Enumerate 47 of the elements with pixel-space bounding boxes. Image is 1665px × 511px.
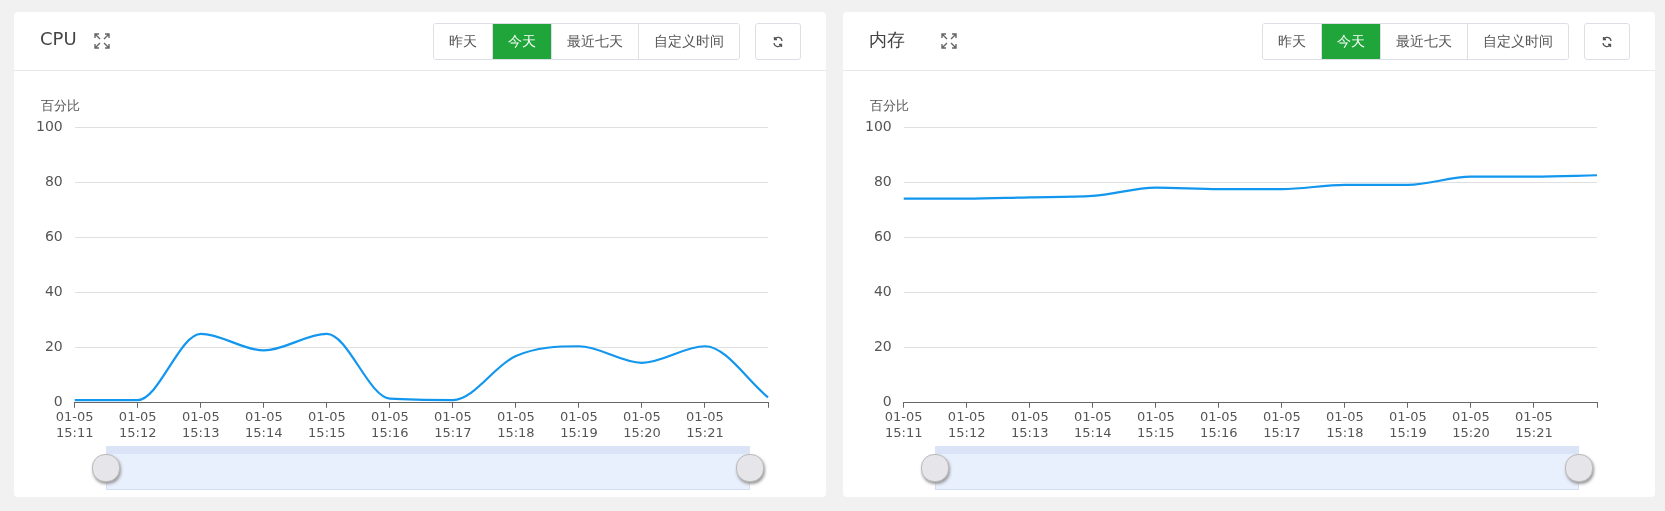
x-tick-label: 01-05 15:20 [623, 408, 661, 440]
x-tick-label: 01-05 15:15 [1136, 408, 1175, 440]
y-tick-label: 40 [873, 283, 892, 300]
y-tick-label: 0 [53, 393, 63, 410]
line-series [902, 174, 1599, 200]
text: 自定义时间 [1467, 24, 1568, 59]
x-tick-label: 01-05 15:15 [307, 408, 346, 440]
y-tick-label: 40 [44, 283, 63, 300]
x-tick-label: 01-05 15:14 [244, 408, 283, 440]
x-tick-label: 01-05 15:17 [1262, 408, 1301, 440]
y-tick-label: 20 [44, 338, 63, 355]
text: 最近七天 [1380, 24, 1467, 59]
x-tick-label: 01-05 15:18 [497, 408, 535, 440]
chart-title: 内存 [869, 28, 905, 52]
text: 自定义时间 [638, 24, 739, 59]
x-tick-label: 01-05 15:20 [1452, 408, 1490, 440]
text: 昨天 [1263, 24, 1321, 59]
y-tick-label: 20 [873, 338, 892, 355]
x-tick-label: 01-05 15:14 [1073, 408, 1112, 440]
x-tick-label: 01-05 15:19 [1389, 408, 1427, 440]
y-tick-label: 80 [873, 172, 892, 189]
x-tick-label: 01-05 15:11 [884, 408, 923, 440]
y-axis-title: 百分比 [40, 97, 80, 113]
text: 今天 [492, 24, 551, 59]
y-tick-label: 60 [873, 227, 892, 244]
x-tick-label: 01-05 15:12 [118, 408, 157, 440]
x-tick-label: 01-05 15:13 [181, 408, 220, 440]
text: 最近七天 [551, 24, 638, 59]
x-tick-label: 01-05 15:21 [686, 408, 724, 440]
x-tick-label: 01-05 15:16 [370, 408, 409, 440]
x-tick-label: 01-05 15:12 [947, 408, 986, 440]
x-tick-label: 01-05 15:17 [433, 408, 472, 440]
text: 今天 [1321, 24, 1380, 59]
y-tick-label: 80 [44, 172, 63, 189]
y-axis-title: 百分比 [869, 97, 909, 113]
y-tick-label: 60 [44, 227, 63, 244]
x-tick-label: 01-05 15:18 [1326, 408, 1364, 440]
text: 昨天 [434, 24, 492, 59]
x-tick-label: 01-05 15:16 [1199, 408, 1238, 440]
chart-title: CPU [40, 28, 77, 49]
y-tick-label: 100 [35, 117, 63, 134]
x-tick-label: 01-05 15:11 [55, 408, 94, 440]
y-tick-label: 100 [864, 117, 892, 134]
x-tick-label: 01-05 15:21 [1515, 408, 1553, 440]
x-tick-label: 01-05 15:19 [560, 408, 598, 440]
x-tick-label: 01-05 15:13 [1010, 408, 1049, 440]
y-tick-label: 0 [882, 393, 892, 410]
